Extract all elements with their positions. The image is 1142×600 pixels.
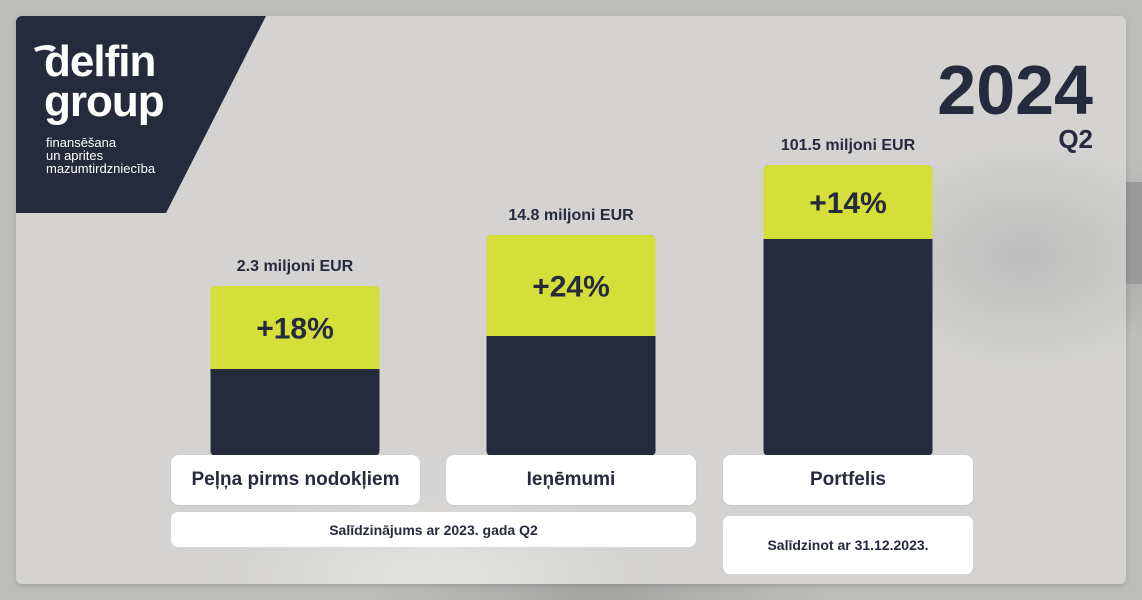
change-label-profit: +18% (256, 313, 334, 346)
note-comparison-year-end: Salīdzinot ar 31.12.2023. (723, 516, 973, 574)
value-label-revenue: 14.8 miljoni EUR (508, 207, 634, 224)
change-label-revenue: +24% (532, 271, 610, 304)
logo-tagline: finansēšana un aprites mazumtirdzniecība (46, 136, 155, 175)
logo-tagline-line-1: finansēšana (46, 135, 117, 150)
logo-tagline-line-2: un aprites (46, 148, 104, 163)
category-label-profit: Peļņa pirms nodokļiem (171, 455, 420, 505)
bar-change-segment-portfolio (763, 165, 933, 239)
note-comparison-q2: Salīdzinājums ar 2023. gada Q2 (171, 512, 696, 547)
period-year: 2024 (937, 51, 1093, 129)
value-label-profit: 2.3 miljoni EUR (237, 258, 354, 275)
logo-word-top: delfin (44, 37, 156, 86)
logo-tagline-line-3: mazumtirdzniecība (46, 161, 156, 176)
value-label-portfolio: 101.5 miljoni EUR (781, 137, 916, 154)
category-label-portfolio: Portfelis (723, 455, 973, 505)
bar-group-revenue: +24% 14.8 miljoni EUR (486, 207, 656, 456)
bar-change-segment-revenue (486, 235, 656, 336)
category-label-revenue: Ieņēmumi (446, 455, 696, 505)
bar-change-segment-profit (210, 286, 380, 369)
logo-swoosh-icon (34, 45, 56, 52)
side-tab-decoration (1126, 182, 1142, 284)
bar-group-profit: +18% 2.3 miljoni EUR (210, 258, 380, 456)
logo-word-bottom: group (44, 77, 165, 126)
change-label-portfolio: +14% (809, 187, 887, 220)
period-quarter: Q2 (1058, 124, 1093, 154)
bar-group-portfolio: +14% 101.5 miljoni EUR (763, 137, 933, 456)
